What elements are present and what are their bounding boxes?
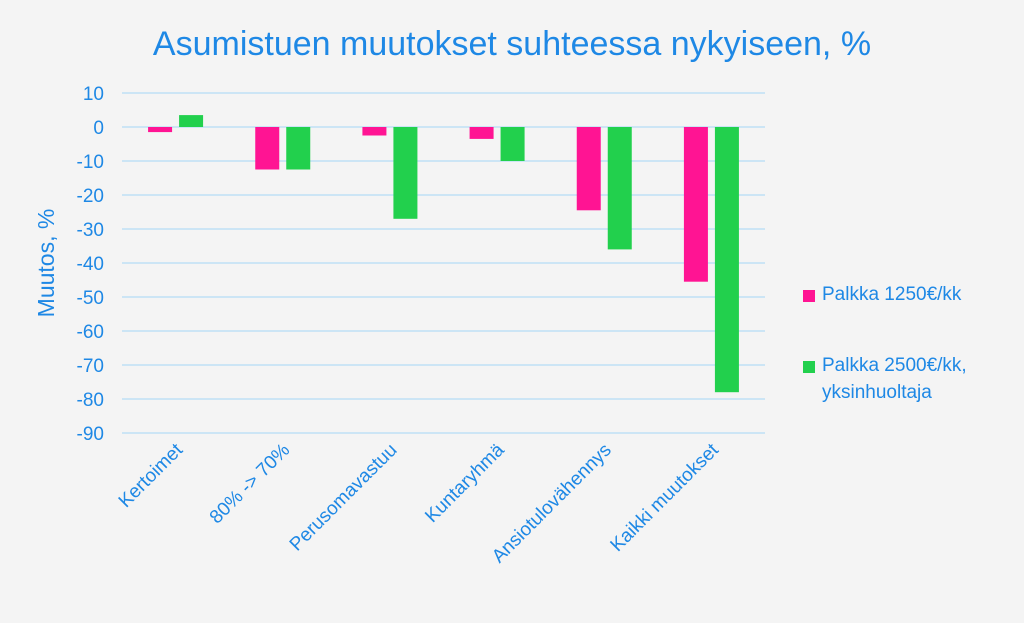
bar-series-1 — [362, 127, 387, 136]
y-tick-label: -70 — [77, 356, 104, 377]
bar-series-1 — [683, 127, 708, 282]
grid-lines — [122, 92, 765, 434]
y-axis-label: Muutos, % — [33, 209, 59, 318]
legend: Palkka 1250€/kk Palkka 2500€/kk, yksinhuol… — [803, 284, 967, 403]
bar-series-2 — [500, 127, 525, 161]
bar-series-1 — [255, 127, 280, 170]
x-category-label: Ansiotulovähennys — [488, 440, 616, 568]
y-axis-ticks: 10 0 -10 -20 -30 -40 -50 -60 -70 -80 -90 — [77, 84, 104, 445]
y-tick-label: -10 — [77, 152, 104, 173]
y-tick-label: -30 — [77, 220, 104, 241]
bar-series-1 — [576, 127, 601, 211]
y-tick-label: 10 — [83, 84, 104, 105]
y-tick-label: -20 — [77, 186, 104, 207]
y-tick-label: 0 — [93, 118, 104, 139]
x-category-label: Kuntaryhmä — [421, 439, 509, 527]
bar-series-2 — [607, 127, 632, 250]
y-tick-label: -40 — [77, 254, 104, 275]
bar-series-2 — [179, 115, 204, 127]
bar-series-2 — [393, 127, 418, 219]
legend-swatch — [803, 361, 815, 373]
x-category-label: Perusomavastuu — [286, 440, 402, 556]
legend-label: Palkka 2500€/kk, yksinhuoltaja — [822, 355, 967, 403]
y-tick-label: -50 — [77, 288, 104, 309]
y-tick-label: -90 — [77, 424, 104, 445]
y-tick-label: -80 — [77, 390, 104, 411]
y-tick-label: -60 — [77, 322, 104, 343]
legend-swatch — [803, 290, 815, 302]
x-category-label: 80% -> 70% — [206, 440, 294, 528]
bar-series-1 — [148, 127, 173, 133]
x-category-label: Kaikki muutokset — [607, 439, 724, 556]
bar-series-2 — [286, 127, 311, 170]
legend-label: Palkka 1250€/kk — [822, 284, 962, 305]
x-category-label: Kertoimet — [115, 439, 188, 512]
bar-series-2 — [714, 127, 739, 393]
chart-title: Asumistuen muutokset suhteessa nykyiseen… — [153, 25, 871, 63]
bar-series-1 — [469, 127, 494, 139]
bars — [148, 115, 739, 393]
x-axis-categories: Kertoimet 80% -> 70%Perusomavastuu Kuntary… — [115, 439, 724, 567]
